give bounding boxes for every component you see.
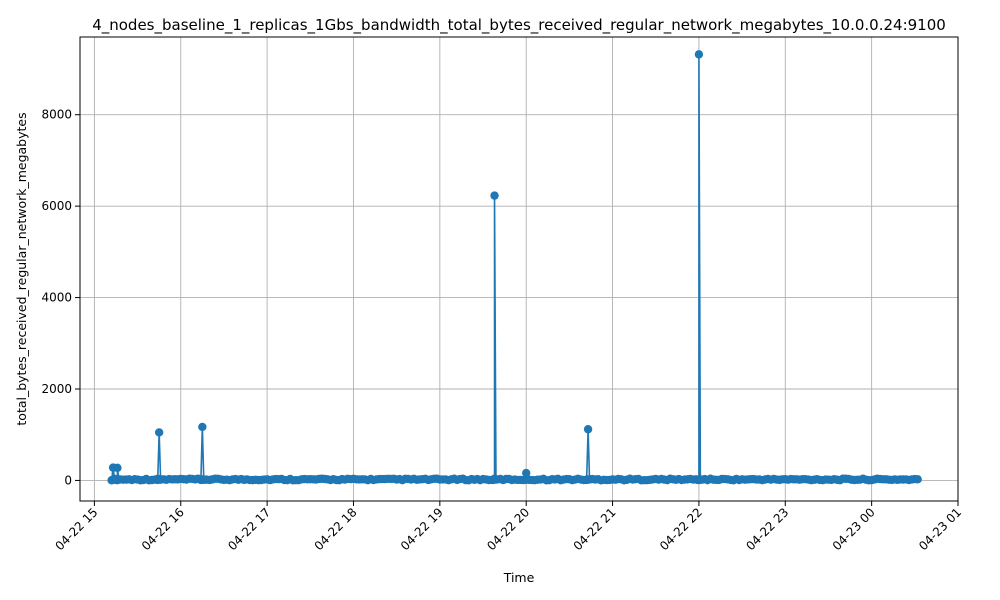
x-tick-label: 04-23 01 [916,505,964,553]
y-tick-label: 4000 [41,291,72,305]
y-axis: 0 2000 4000 6000 8000 [41,108,80,487]
data-point [154,428,164,437]
y-axis-title: total_bytes_received_regular_network_meg… [14,112,29,425]
x-tick-label: 04-22 15 [52,505,100,553]
x-tick-label: 04-22 20 [484,505,532,553]
data-point [913,475,922,484]
series-line [110,53,918,482]
x-tick-label: 04-22 17 [225,505,273,553]
y-tick-label: 0 [64,473,72,487]
chart-title: 4_nodes_baseline_1_replicas_1Gbs_bandwid… [92,16,946,35]
x-tick-label: 04-22 18 [312,505,360,553]
data-point [694,50,704,59]
x-axis: 04-22 15 04-22 16 04-22 17 04-22 18 04-22 19… [52,501,964,553]
y-tick-label: 6000 [41,199,72,213]
x-tick-label: 04-22 16 [139,505,187,553]
y-tick-label: 2000 [41,382,72,396]
y-tick-label: 8000 [41,108,72,122]
x-tick-label: 04-23 00 [830,505,878,553]
x-tick-label: 04-22 21 [571,505,619,553]
gridlines [80,37,959,501]
x-tick-label: 04-22 23 [743,505,791,553]
data-point [198,422,207,432]
data-point [490,191,499,200]
x-axis-title: Time [503,570,535,585]
data-point [583,425,593,434]
data-point [522,468,531,478]
x-tick-label: 04-22 22 [657,505,705,553]
data-point [113,463,122,473]
series-layer [107,50,922,485]
plot-frame [79,36,959,502]
x-tick-label: 04-22 19 [398,505,446,553]
